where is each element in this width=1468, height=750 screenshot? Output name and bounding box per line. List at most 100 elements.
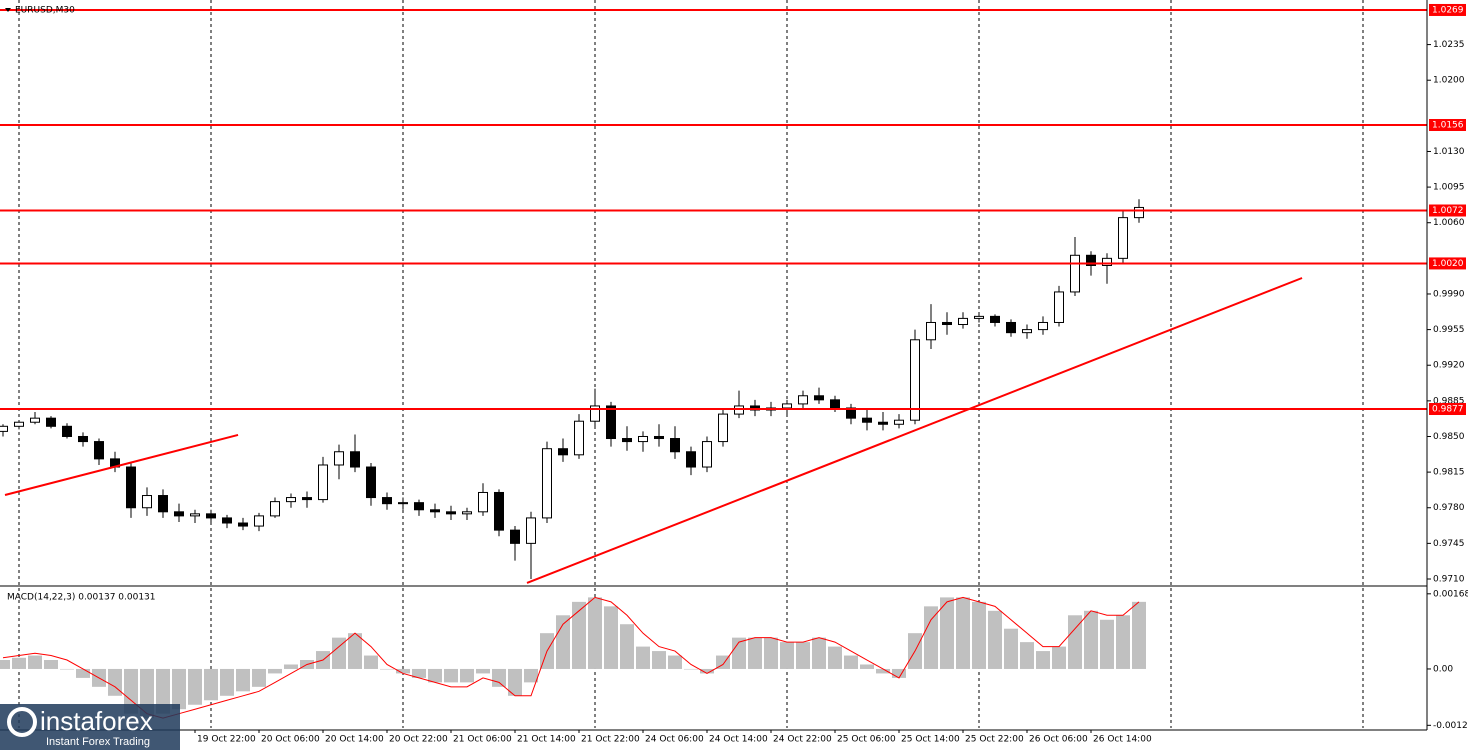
candle-body <box>926 321 936 341</box>
macd-bar <box>28 655 42 669</box>
macd-bar <box>668 655 682 669</box>
macd-bar <box>1020 642 1034 669</box>
candle-body <box>558 448 568 456</box>
macd-bar <box>460 668 474 683</box>
candle-body <box>846 407 856 419</box>
y-tick-label: 0.9885 <box>1433 396 1465 406</box>
macd-bar <box>732 637 746 669</box>
candle-body <box>14 421 24 427</box>
candle-body <box>430 509 440 513</box>
macd-bar <box>204 668 218 701</box>
macd-bar <box>572 601 586 669</box>
candle-body <box>350 451 360 468</box>
macd-bar <box>844 655 858 669</box>
x-tick-label: 24 Oct 22:00 <box>773 735 832 745</box>
x-tick-label: 26 Oct 06:00 <box>1029 735 1088 745</box>
candle-body <box>542 448 552 519</box>
macd-bar <box>1068 615 1082 669</box>
macd-bar <box>220 668 234 696</box>
macd-bar <box>508 668 522 696</box>
macd-bar <box>428 668 442 683</box>
x-tick-label: 25 Oct 06:00 <box>837 735 896 745</box>
macd-bar <box>652 651 666 669</box>
x-tick-label: 21 Oct 14:00 <box>517 735 576 745</box>
level-label: 1.0072 <box>1432 206 1464 216</box>
candle-body <box>478 491 488 513</box>
x-tick-label: 24 Oct 06:00 <box>645 735 704 745</box>
x-tick-label: 20 Oct 22:00 <box>389 735 448 745</box>
candle-body <box>414 502 424 511</box>
macd-bar <box>268 668 282 674</box>
macd-bar <box>476 668 490 674</box>
macd-bar <box>924 606 938 669</box>
macd-bar <box>796 642 810 669</box>
candle-body <box>1038 321 1048 331</box>
candle-body <box>526 517 536 544</box>
macd-bar <box>1132 601 1146 669</box>
y-tick-label: 0.9710 <box>1433 574 1465 584</box>
trendline <box>4 433 239 496</box>
candle-body <box>798 395 808 405</box>
candle-body <box>142 495 152 509</box>
macd-bar <box>284 664 298 669</box>
candle-body <box>910 339 920 421</box>
watermark: instaforex Instant Forex Trading <box>0 704 180 750</box>
macd-bar <box>972 601 986 669</box>
macd-bar <box>604 606 618 669</box>
y-tick-label: 0.9815 <box>1433 468 1465 478</box>
candle-body <box>286 497 296 503</box>
level-label-box <box>1429 119 1466 132</box>
macd-bar <box>700 668 714 674</box>
level-label-box <box>1429 257 1466 270</box>
macd-bar <box>988 610 1002 669</box>
candle-body <box>270 501 280 517</box>
macd-bar <box>444 668 458 683</box>
macd-bar <box>764 637 778 669</box>
macd-bar <box>396 668 410 674</box>
y-tick-label: 0.9780 <box>1433 503 1465 513</box>
macd-bar <box>684 668 698 670</box>
trendline <box>526 277 1303 584</box>
y-tick-label: 1.0130 <box>1433 147 1465 157</box>
candle-body <box>0 425 8 432</box>
x-tick-label: 20 Oct 14:00 <box>325 735 384 745</box>
candle-body <box>782 403 792 409</box>
candle-body <box>206 513 216 519</box>
x-tick-label: 20 Oct 06:00 <box>261 735 320 745</box>
y-tick-label: 0.9955 <box>1433 325 1465 335</box>
macd-bar <box>748 637 762 669</box>
y-tick-label: 1.0095 <box>1433 183 1465 193</box>
candle-body <box>1054 291 1064 323</box>
candle-body <box>734 405 744 415</box>
candle-body <box>942 321 952 326</box>
x-tick-label: 19 Oct 22:00 <box>197 735 256 745</box>
x-tick-label: 24 Oct 14:00 <box>709 735 768 745</box>
candle-body <box>686 451 696 468</box>
candle-body <box>990 315 1000 323</box>
candle-body <box>702 441 712 468</box>
y-tick-label: 0.9990 <box>1433 289 1465 299</box>
macd-y-tick-label: 0.00 <box>1433 664 1453 674</box>
candle-body <box>190 513 200 517</box>
macd-bar <box>1084 610 1098 669</box>
candle-body <box>878 421 888 425</box>
x-tick-label: 25 Oct 14:00 <box>901 735 960 745</box>
candle-body <box>1118 217 1128 259</box>
candle-body <box>670 438 680 453</box>
candle-body <box>1022 329 1032 334</box>
candle-body <box>510 529 520 544</box>
macd-bar <box>1116 615 1130 669</box>
y-tick-label: 0.9920 <box>1433 361 1465 371</box>
candle-body <box>126 466 136 509</box>
candle-body <box>30 417 40 423</box>
candle-body <box>958 317 968 326</box>
candle-body <box>94 441 104 460</box>
level-label: 1.0020 <box>1432 259 1464 269</box>
macd-bar <box>380 668 394 670</box>
candle-body <box>862 417 872 423</box>
macd-signal-line <box>2 596 1140 719</box>
candle-body <box>894 419 904 425</box>
